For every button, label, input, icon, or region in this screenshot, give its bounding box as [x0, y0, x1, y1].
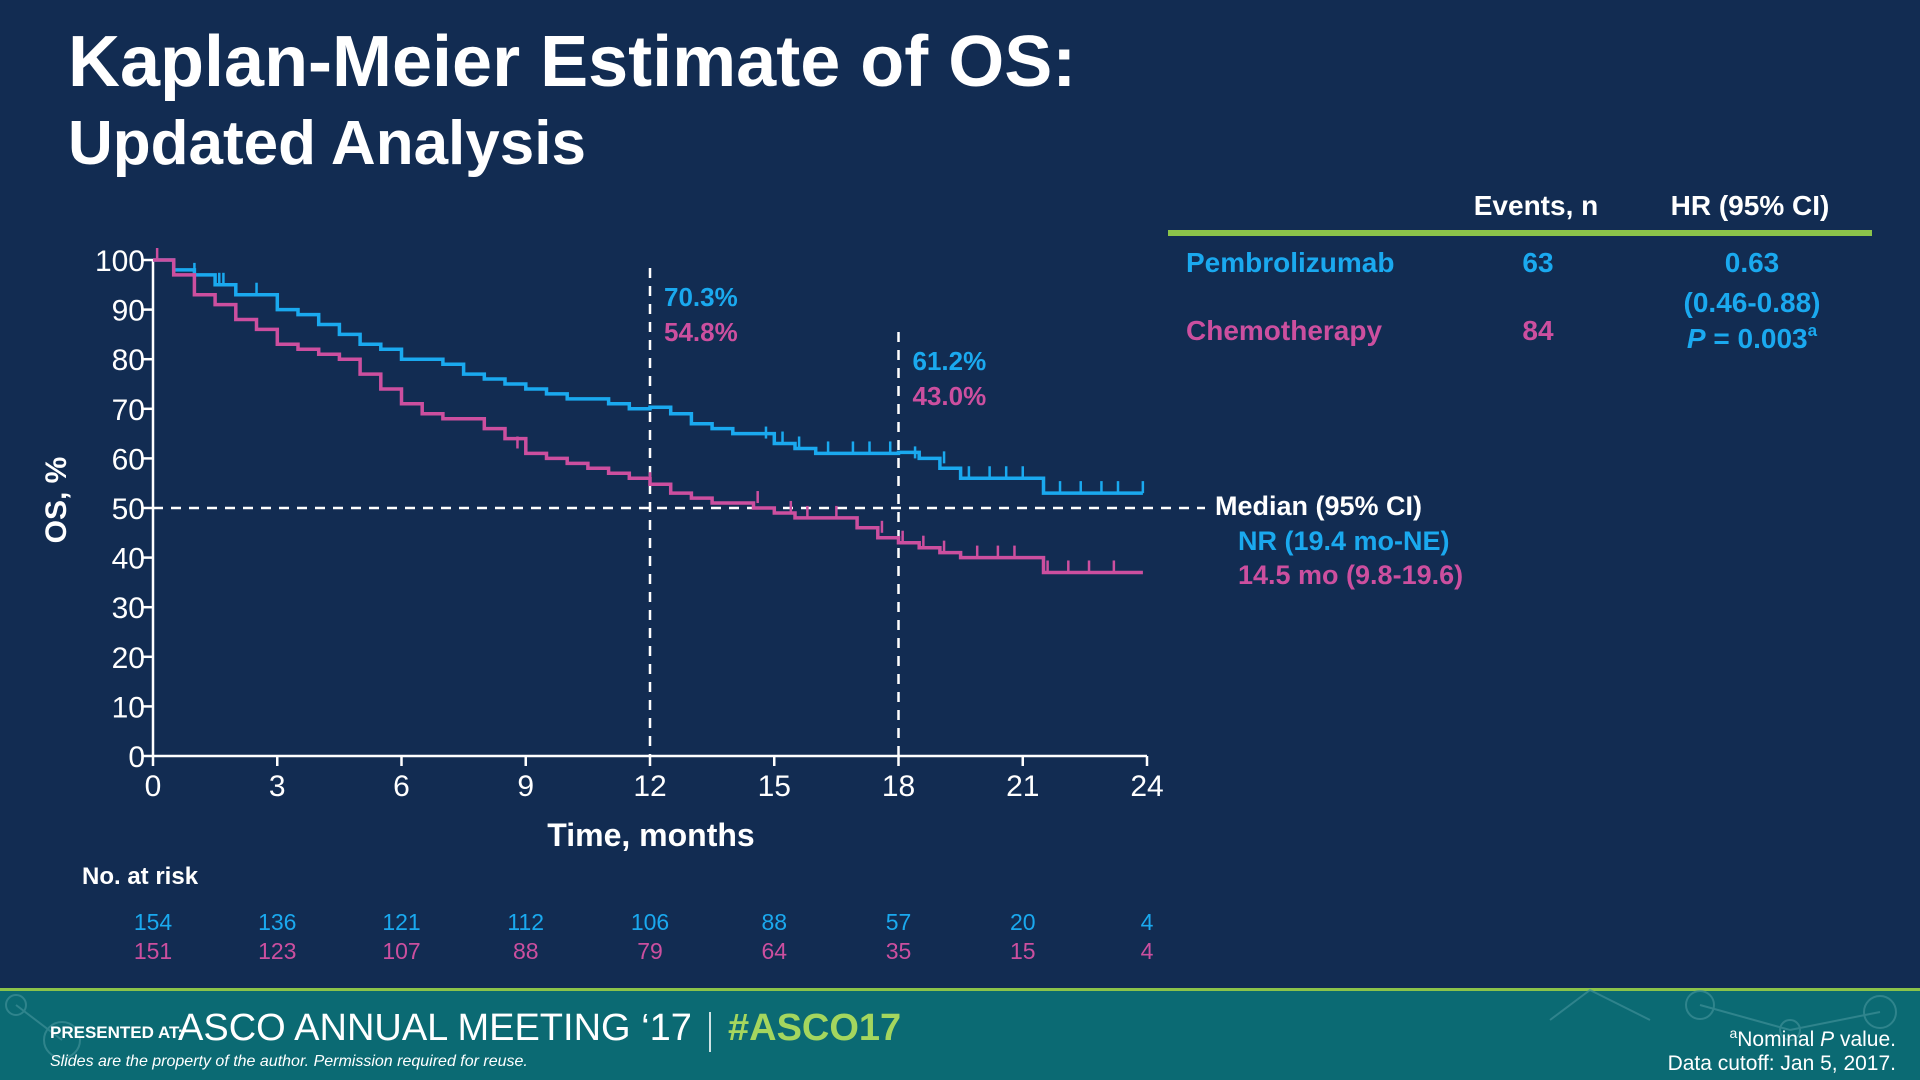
footer-band [0, 988, 1920, 1080]
median-legend: Median (95% CI) NR (19.4 mo-NE) 14.5 mo … [1215, 491, 1463, 590]
y-tick-label: 50 [112, 493, 145, 526]
hashtag: #ASCO17 [728, 1007, 901, 1049]
landmark-chemo-label: 54.8% [664, 317, 738, 347]
footer: PRESENTED AT: ASCO ANNUAL MEETING ‘17 #A… [0, 988, 1920, 1080]
survival-curves [153, 248, 1145, 575]
y-axis-label: OS, % [40, 457, 73, 544]
chemotherapy-curve [153, 258, 1143, 575]
risk-pembro-count: 136 [258, 909, 296, 935]
y-tick-label: 20 [112, 642, 145, 675]
x-axis-label: Time, months [547, 817, 754, 853]
pembrolizumab-curve [153, 258, 1143, 495]
y-tick-label: 10 [112, 691, 145, 724]
median-pembro: NR (19.4 mo-NE) [1238, 526, 1450, 556]
p-italic: P [1687, 323, 1706, 354]
y-tick-label: 70 [112, 394, 145, 427]
y-tick-label: 40 [112, 543, 145, 576]
risk-pembro-count: 57 [886, 909, 912, 935]
meeting-name: ASCO ANNUAL MEETING ‘17 [178, 1007, 692, 1049]
y-tick-label: 90 [112, 295, 145, 328]
median-label: Median (95% CI) [1215, 491, 1422, 521]
footnote-text: Nominal [1737, 1028, 1820, 1051]
x-tick-label: 12 [633, 770, 666, 803]
p-number: = 0.003 [1706, 323, 1808, 354]
landmark-chemo-label: 43.0% [913, 381, 987, 411]
y-tick-label: 60 [112, 443, 145, 476]
footnote: aNominal P value. [1729, 1025, 1896, 1051]
chemo-arm-label: Chemotherapy [1186, 315, 1382, 346]
risk-pembro-count: 88 [761, 909, 787, 935]
risk-chemo-count: 107 [382, 938, 420, 964]
risk-chemo-count: 4 [1141, 938, 1154, 964]
landmark-pembro-label: 70.3% [664, 282, 738, 312]
x-tick-label: 21 [1006, 770, 1039, 803]
x-tick-label: 9 [517, 770, 534, 803]
x-tick-label: 3 [269, 770, 286, 803]
risk-chemo-count: 15 [1010, 938, 1036, 964]
risk-chemo-count: 151 [134, 938, 172, 964]
footer-rule [0, 988, 1920, 991]
slide-title: Kaplan-Meier Estimate of OS: [68, 22, 1076, 102]
p-footnote-mark: a [1808, 321, 1818, 340]
footnote-mark: a [1729, 1025, 1737, 1041]
data-cutoff: Data cutoff: Jan 5, 2017. [1668, 1052, 1896, 1075]
footnote-italic: P [1820, 1028, 1834, 1051]
risk-chemo-count: 64 [761, 938, 787, 964]
footnote-end: value. [1834, 1028, 1896, 1051]
y-tick-label: 80 [112, 344, 145, 377]
pembro-arm-label: Pembrolizumab [1186, 247, 1394, 278]
risk-pembro-count: 20 [1010, 909, 1036, 935]
events-header: Events, n [1474, 190, 1598, 221]
y-tick-label: 30 [112, 592, 145, 625]
risk-chemo-count: 123 [258, 938, 296, 964]
risk-chemo-count: 79 [637, 938, 663, 964]
risk-pembro-count: 4 [1141, 909, 1154, 935]
hr-value: 0.63 [1725, 247, 1780, 278]
risk-pembro-count: 154 [134, 909, 173, 935]
hr-header: HR (95% CI) [1671, 190, 1830, 221]
km-chart: 0 3 6 9 12 15 18 21 24 0 10 20 30 40 50 60 70 80 90 100 70.… [40, 245, 1205, 853]
x-tick-label: 18 [882, 770, 915, 803]
slide-subtitle: Updated Analysis [68, 109, 586, 178]
footer-divider [709, 1012, 711, 1052]
median-chemo: 14.5 mo (9.8-19.6) [1238, 560, 1463, 590]
p-value: P = 0.003a [1687, 321, 1818, 354]
y-tick-label: 0 [128, 741, 145, 774]
y-tick-label: 100 [95, 245, 145, 278]
chemo-events: 84 [1522, 315, 1554, 346]
risk-pembro-count: 112 [507, 909, 544, 935]
presented-at: PRESENTED AT: [50, 1023, 183, 1042]
x-tick-label: 24 [1130, 770, 1163, 803]
pembro-events: 63 [1522, 247, 1553, 278]
risk-table-title: No. at risk [82, 863, 199, 890]
risk-pembro-count: 121 [382, 909, 420, 935]
footer-decoration [5, 988, 1897, 1059]
table-header-rule [1168, 230, 1872, 236]
reference-lines [153, 268, 1205, 756]
risk-chemo-count: 88 [513, 938, 539, 964]
x-tick-label: 6 [393, 770, 410, 803]
disclaimer: Slides are the property of the author. P… [50, 1053, 528, 1070]
x-tick-label: 0 [145, 770, 162, 803]
risk-pembro-count: 106 [631, 909, 669, 935]
landmark-pembro-label: 61.2% [913, 346, 987, 376]
landmark-labels: 70.3% 54.8% 61.2% 43.0% [664, 282, 986, 411]
axes: 0 3 6 9 12 15 18 21 24 0 10 20 30 40 50 60 70 80 90 100 [95, 245, 1164, 803]
summary-table: Events, n HR (95% CI) Pembrolizumab 63 C… [1168, 190, 1872, 354]
risk-chemo-count: 35 [886, 938, 912, 964]
x-tick-label: 15 [758, 770, 791, 803]
hr-ci: (0.46-0.88) [1684, 287, 1821, 318]
risk-table: No. at risk 1541511361231211071128810679… [82, 863, 1154, 964]
